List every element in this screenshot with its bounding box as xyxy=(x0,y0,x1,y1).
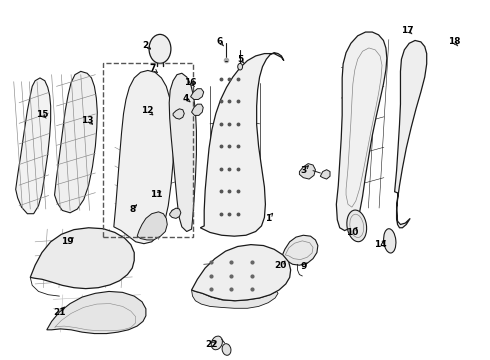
Text: 17: 17 xyxy=(401,26,414,35)
Text: 4: 4 xyxy=(183,94,189,103)
Polygon shape xyxy=(47,292,146,334)
Polygon shape xyxy=(200,53,284,236)
Text: 9: 9 xyxy=(300,262,306,271)
Text: 16: 16 xyxy=(184,78,197,87)
Text: 12: 12 xyxy=(141,106,153,115)
Ellipse shape xyxy=(149,35,171,63)
Text: 19: 19 xyxy=(61,237,74,246)
Ellipse shape xyxy=(211,336,222,350)
Text: 10: 10 xyxy=(346,228,358,237)
Polygon shape xyxy=(169,73,196,231)
Ellipse shape xyxy=(384,229,396,253)
Polygon shape xyxy=(170,208,181,219)
Text: 18: 18 xyxy=(448,37,460,46)
Text: 22: 22 xyxy=(206,340,218,349)
Polygon shape xyxy=(137,212,167,240)
Polygon shape xyxy=(191,89,204,99)
Polygon shape xyxy=(320,170,330,179)
Polygon shape xyxy=(192,290,278,308)
Bar xyxy=(103,63,193,237)
Text: 3: 3 xyxy=(300,166,306,175)
Text: 15: 15 xyxy=(36,110,48,119)
Text: 11: 11 xyxy=(150,190,163,199)
Text: 13: 13 xyxy=(81,116,94,125)
Polygon shape xyxy=(281,235,318,265)
Text: 6: 6 xyxy=(217,37,223,46)
Polygon shape xyxy=(16,78,50,214)
Polygon shape xyxy=(114,71,173,244)
Polygon shape xyxy=(336,32,387,230)
Polygon shape xyxy=(54,71,98,213)
Polygon shape xyxy=(30,228,134,289)
Polygon shape xyxy=(192,104,203,116)
Text: 5: 5 xyxy=(237,55,243,64)
Ellipse shape xyxy=(238,63,243,70)
Polygon shape xyxy=(192,244,291,301)
Text: 1: 1 xyxy=(265,214,271,223)
Text: 21: 21 xyxy=(53,307,66,316)
Polygon shape xyxy=(173,109,184,119)
Ellipse shape xyxy=(222,344,231,355)
Text: 14: 14 xyxy=(374,240,387,249)
Text: 7: 7 xyxy=(149,64,156,73)
Text: 8: 8 xyxy=(129,204,135,213)
Text: 2: 2 xyxy=(142,41,148,50)
Ellipse shape xyxy=(347,210,367,242)
Polygon shape xyxy=(299,163,316,179)
Text: 20: 20 xyxy=(274,261,286,270)
Polygon shape xyxy=(394,40,427,228)
